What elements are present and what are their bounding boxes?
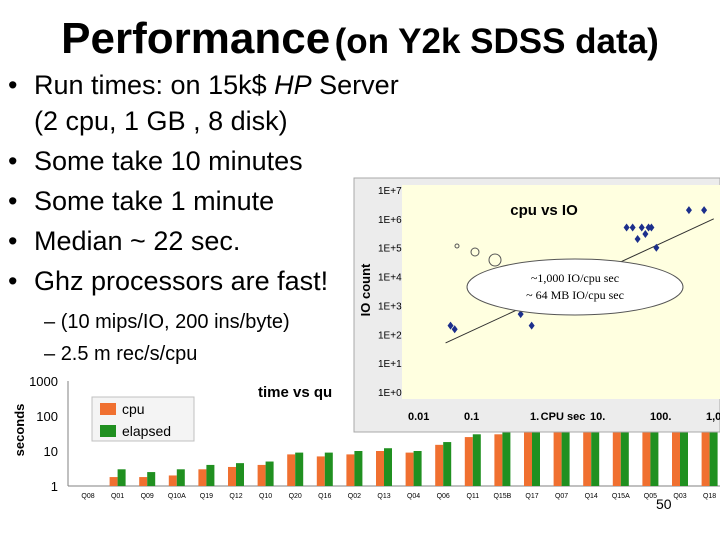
page-number: 50 (656, 496, 672, 512)
cpu-chart-ylabel: IO count (358, 263, 373, 316)
cpu-ytick-label: 1E+0 (378, 388, 402, 399)
cpu-xtick-label: 0.1 (464, 411, 479, 423)
cpu-xtick-label: 1,0 (706, 411, 720, 423)
cpu-xtick-label: 100. (650, 411, 671, 423)
cpu-ytick-label: 1E+4 (378, 273, 402, 284)
cpu-xtick-label: 1. (530, 411, 539, 423)
cpu-ytick-label: 1E+1 (378, 359, 402, 370)
cpu-ytick-label: 1E+5 (378, 244, 402, 255)
callout-cloud (467, 259, 683, 315)
cpu-xtick-label: 0.01 (408, 411, 429, 423)
callout-line-2: ~ 64 MB IO/cpu sec (526, 288, 624, 302)
cpu-xtick-label: 10. (590, 411, 605, 423)
cpu-chart-xlabel: CPU sec (541, 411, 586, 423)
cpu-chart-title: cpu vs IO (510, 202, 578, 219)
cpu-ytick-label: 1E+7 (378, 186, 402, 197)
callout-line-1: ~1,000 IO/cpu sec (531, 271, 619, 285)
cpu-ytick-label: 1E+3 (378, 301, 402, 312)
cpu-ytick-label: 1E+2 (378, 330, 402, 341)
cpu-ytick-label: 1E+6 (378, 215, 402, 226)
